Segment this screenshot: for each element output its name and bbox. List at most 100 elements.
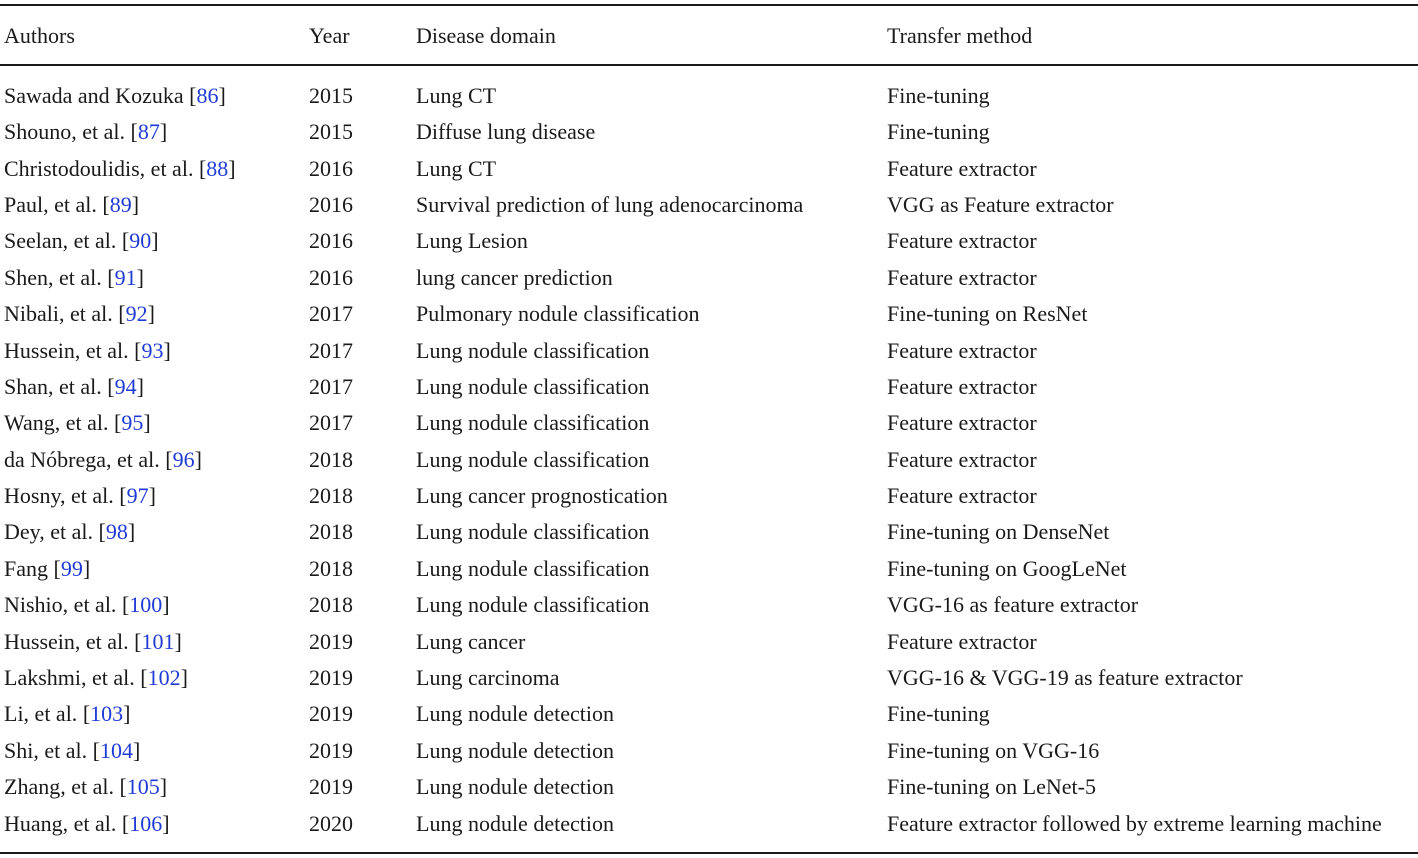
table-row: Hussein, et al. [101] 2019 Lung cancer Feat…: [0, 623, 1418, 659]
table-row: Li, et al. [103] 2019 Lung nodule detectio…: [0, 696, 1418, 732]
reference-link[interactable]: 95: [121, 410, 144, 436]
ref-bracket-close: ]: [82, 555, 91, 581]
reference-link[interactable]: 89: [109, 191, 132, 217]
author-name: Lakshmi, et al.: [4, 665, 135, 691]
reference-link[interactable]: 102: [147, 665, 181, 691]
ref-bracket-close: ]: [123, 701, 131, 727]
cell-authors: da Nóbrega, et al. [96]: [0, 442, 308, 478]
cell-authors: Wang, et al. [95]: [0, 405, 308, 441]
cell-year: 2015: [309, 119, 353, 145]
reference-link[interactable]: 99: [60, 555, 83, 581]
cell-year: 2017: [309, 301, 353, 327]
ref-bracket-close: ]: [127, 519, 136, 545]
cell-transfer-method: Fine-tuning: [887, 701, 990, 727]
ref-bracket-open: [: [113, 483, 127, 509]
ref-bracket-open: [: [116, 228, 130, 254]
reference-link[interactable]: 103: [90, 701, 124, 727]
cell-year: 2017: [309, 337, 353, 363]
reference-link[interactable]: 94: [114, 373, 137, 399]
table-row: Shouno, et al. [87] 2015 Diffuse lung dise…: [0, 114, 1418, 150]
reference-link[interactable]: 91: [114, 264, 137, 290]
reference-link[interactable]: 97: [126, 483, 149, 509]
reference-link[interactable]: 87: [137, 119, 160, 145]
cell-year: 2016: [309, 228, 353, 254]
cell-year: 2017: [309, 410, 353, 436]
ref-bracket-open: [: [125, 119, 138, 145]
author-name: Wang, et al.: [4, 410, 109, 436]
table-row: Sawada and Kozuka [86] 2015 Lung CT Fine-tu…: [0, 66, 1418, 114]
cell-disease-domain: Lung CT: [416, 83, 497, 108]
cell-authors: Zhang, et al. [105]: [0, 769, 308, 805]
ref-bracket-open: [: [159, 446, 173, 472]
reference-link[interactable]: 96: [172, 446, 195, 472]
reference-link[interactable]: 92: [125, 301, 148, 327]
reference-link[interactable]: 90: [129, 228, 152, 254]
cell-authors: Hosny, et al. [97]: [0, 478, 308, 514]
ref-bracket-open: [: [48, 555, 61, 581]
reference-link[interactable]: 88: [206, 155, 229, 181]
table-row: Lakshmi, et al. [102] 2019 Lung carcinoma V…: [0, 660, 1418, 696]
author-name: Huang, et al.: [4, 810, 117, 836]
table-body: Sawada and Kozuka [86] 2015 Lung CT Fine-tu…: [0, 66, 1418, 842]
table-header-rule: [0, 64, 1418, 66]
author-name: da Nóbrega, et al.: [4, 446, 160, 472]
cell-disease-domain: Lung nodule classification: [416, 410, 650, 436]
author-name: Zhang, et al.: [4, 774, 114, 800]
cell-authors: Christodoulidis, et al. [88]: [0, 150, 308, 186]
ref-bracket-open: [: [77, 701, 91, 727]
ref-bracket-close: ]: [147, 301, 155, 327]
ref-bracket-close: ]: [162, 810, 170, 836]
ref-bracket-open: [: [116, 810, 130, 836]
cell-transfer-method: Fine-tuning on VGG-16: [887, 737, 1100, 763]
ref-bracket-close: ]: [143, 410, 151, 436]
author-name: Shen, et al.: [4, 264, 102, 290]
cell-disease-domain: Lung cancer: [416, 628, 526, 654]
table-row: Dey, et al. [98] 2018 Lung nodule classifi…: [0, 514, 1418, 550]
cell-year: 2020: [309, 810, 353, 836]
cell-year: 2016: [309, 191, 353, 217]
cell-authors: Shan, et al. [94]: [0, 369, 308, 405]
table-row: Seelan, et al. [90] 2016 Lung Lesion Featur…: [0, 223, 1418, 259]
ref-bracket-open: [: [183, 83, 197, 108]
cell-transfer-method: Feature extractor: [887, 628, 1037, 654]
cell-transfer-method: Fine-tuning: [887, 119, 990, 145]
ref-bracket-close: ]: [218, 83, 226, 108]
cell-transfer-method: Feature extractor: [887, 228, 1037, 254]
cell-year: 2019: [309, 701, 353, 727]
ref-bracket-close: ]: [159, 774, 168, 800]
author-name: Nishio, et al.: [4, 592, 117, 618]
table-row: Nibali, et al. [92] 2017 Pulmonary nodule …: [0, 296, 1418, 332]
ref-bracket-open: [: [96, 191, 110, 217]
cell-transfer-method: VGG-16 as feature extractor: [887, 592, 1139, 618]
table-row: Wang, et al. [95] 2017 Lung nodule classif…: [0, 405, 1418, 441]
reference-link[interactable]: 101: [141, 628, 175, 654]
reference-link[interactable]: 93: [141, 337, 164, 363]
cell-disease-domain: lung cancer prediction: [416, 264, 613, 290]
ref-bracket-open: [: [108, 410, 122, 436]
cell-transfer-method: VGG as Feature extractor: [887, 191, 1114, 217]
author-name: Shouno, et al.: [4, 119, 125, 145]
ref-bracket-open: [: [193, 155, 207, 181]
cell-disease-domain: Pulmonary nodule classification: [416, 301, 700, 327]
reference-link[interactable]: 86: [196, 83, 219, 108]
reference-link[interactable]: 105: [126, 774, 160, 800]
header-authors: Authors: [4, 23, 75, 48]
cell-disease-domain: Lung nodule classification: [416, 446, 650, 472]
ref-bracket-close: ]: [159, 119, 168, 145]
ref-bracket-close: ]: [228, 155, 236, 181]
reference-link[interactable]: 104: [99, 737, 133, 763]
cell-transfer-method: Fine-tuning on GoogLeNet: [887, 555, 1127, 581]
ref-bracket-open: [: [128, 337, 142, 363]
cell-year: 2019: [309, 628, 353, 654]
reference-link[interactable]: 100: [129, 592, 163, 618]
table-row: Paul, et al. [89] 2016 Survival prediction…: [0, 187, 1418, 223]
table-header-row: Authors Year Disease domain Transfer met…: [0, 0, 1418, 66]
cell-year: 2018: [309, 592, 353, 618]
reference-link[interactable]: 106: [129, 810, 163, 836]
cell-disease-domain: Lung nodule classification: [416, 592, 650, 618]
cell-authors: Shen, et al. [91]: [0, 260, 308, 296]
reference-link[interactable]: 98: [105, 519, 128, 545]
cell-year: 2019: [309, 737, 353, 763]
author-name: Shi, et al.: [4, 737, 88, 763]
ref-bracket-open: [: [101, 264, 115, 290]
